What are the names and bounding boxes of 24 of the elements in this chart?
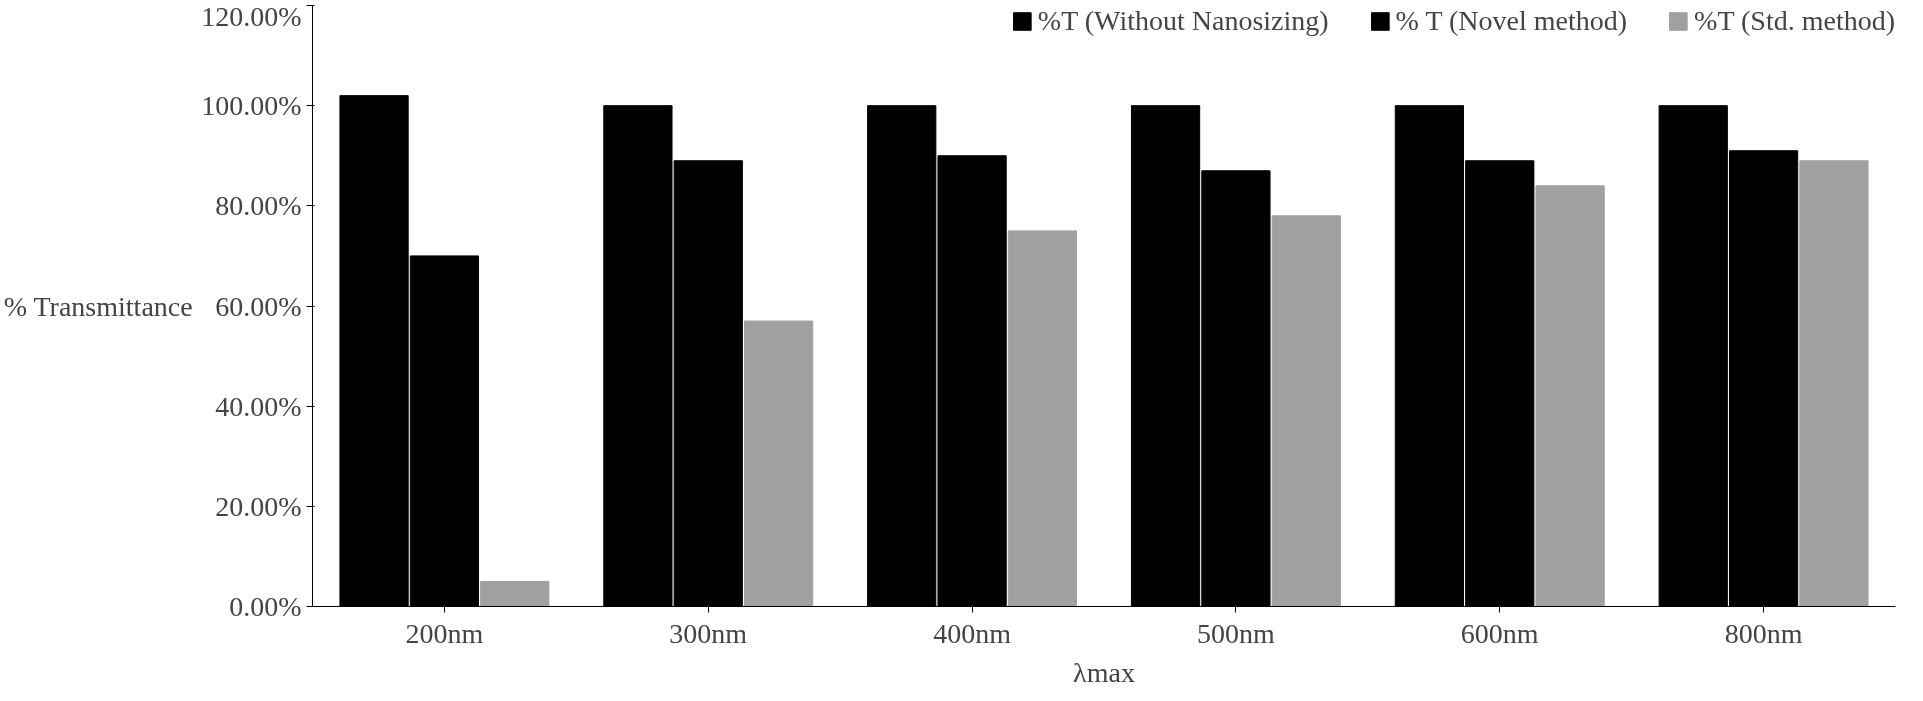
bar	[480, 580, 550, 607]
y-tick-label: 120.00%	[201, 0, 302, 32]
bar	[1535, 185, 1605, 607]
y-tick-label: 0.00%	[229, 591, 302, 622]
legend-label: %T (Std. method)	[1694, 5, 1895, 37]
x-tick-label: 300nm	[669, 617, 748, 649]
y-tick-label: 100.00%	[201, 90, 302, 122]
x-tick-label: 400nm	[933, 617, 1012, 649]
bar	[1007, 230, 1078, 607]
bar	[1271, 215, 1341, 607]
bar	[1799, 160, 1869, 607]
y-axis-title: % Transmittance	[3, 290, 193, 322]
x-tick-label: 600nm	[1460, 617, 1539, 649]
legend-label: %T (Without Nanosizing)	[1037, 5, 1329, 37]
legend-label: % T (Novel method)	[1395, 5, 1628, 37]
y-tick-label: 40.00%	[215, 390, 302, 422]
bar	[743, 320, 814, 607]
x-tick-label: 200nm	[405, 617, 484, 649]
y-tick-label: 20.00%	[215, 490, 302, 522]
x-tick-label: 500nm	[1197, 617, 1276, 649]
x-axis-title: λmax	[1073, 656, 1135, 688]
x-tick-label: 800nm	[1724, 617, 1803, 649]
y-tick-label: 80.00%	[215, 190, 302, 222]
y-tick-label: 60.00%	[215, 290, 302, 322]
